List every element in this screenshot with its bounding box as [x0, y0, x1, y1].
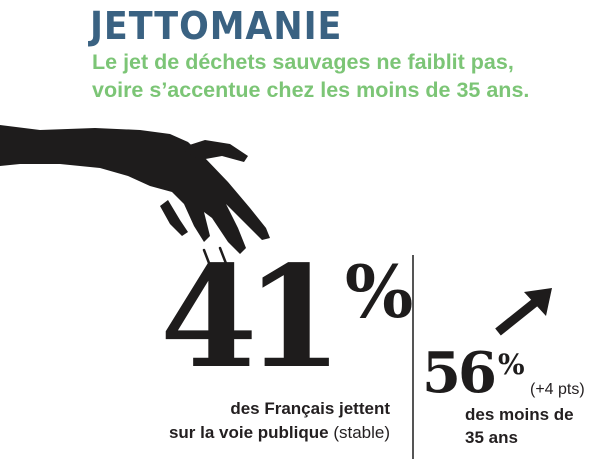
- subtitle-line-2: voire s’accentue chez les moins de 35 an…: [92, 78, 530, 102]
- secondary-stat-value: 56: [422, 340, 497, 406]
- main-stat-caption-2: sur la voie publique (stable): [169, 423, 390, 443]
- hand-icon: [0, 125, 270, 268]
- secondary-stat-caption-2: 35 ans: [465, 428, 518, 447]
- subtitle-line-1: Le jet de déchets sauvages ne faiblit pa…: [92, 50, 514, 74]
- main-stat: 41 %: [160, 248, 413, 388]
- main-stat-caption-1: des Français jettent: [230, 399, 390, 418]
- page-title: JETTOMANIE: [90, 4, 343, 48]
- secondary-stat-percent: %: [497, 348, 525, 381]
- secondary-stat-change: (+4 pts): [530, 381, 585, 398]
- secondary-stat-caption-1: des moins de: [465, 405, 574, 424]
- divider: [412, 255, 414, 459]
- arrow-up-right-icon: [495, 288, 552, 336]
- main-stat-caption-2-text: sur la voie publique: [168, 423, 329, 442]
- main-stat-note: (stable): [333, 423, 390, 442]
- main-stat-value: 41: [160, 236, 343, 400]
- secondary-stat: 56 %: [422, 345, 525, 401]
- main-stat-percent: %: [344, 249, 414, 334]
